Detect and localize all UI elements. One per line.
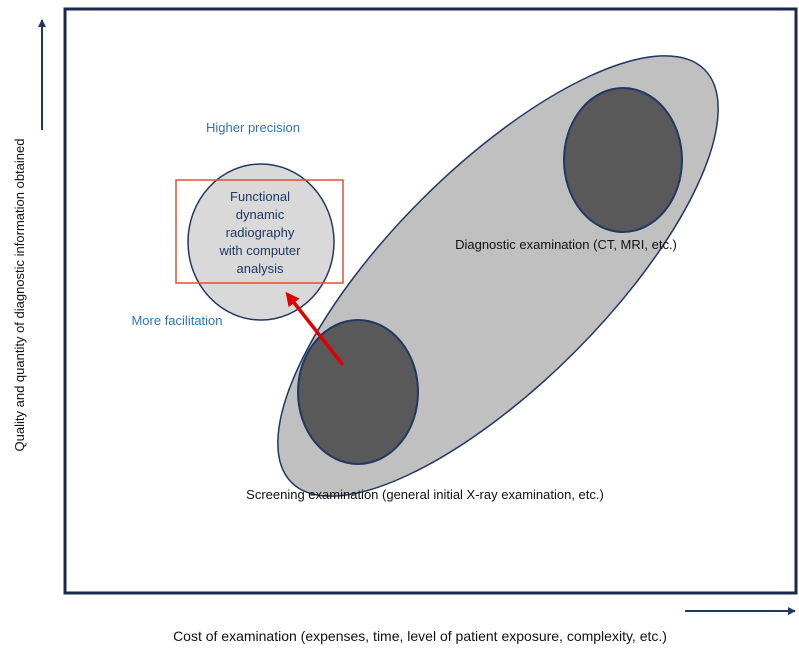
diagnostic-label: Diagnostic examination (CT, MRI, etc.) (455, 237, 677, 252)
functional-line: analysis (237, 261, 284, 276)
higher-precision: Higher precision (206, 120, 300, 135)
frame (63, 7, 798, 595)
red-arrow (285, 291, 345, 367)
functional-line: radiography (226, 225, 295, 240)
screening-label: Screening examination (general initial X… (246, 487, 604, 502)
functional-line: with computer (219, 243, 302, 258)
more-facilitation: More facilitation (131, 313, 222, 328)
highlight-box (175, 179, 344, 284)
x-label: Cost of examination (expenses, time, lev… (173, 628, 667, 644)
y-label: Quality and quantity of diagnostic infor… (12, 139, 27, 452)
diagnostic-circle (563, 87, 683, 233)
screening-circle (297, 319, 419, 465)
functional-line: Functional (230, 189, 290, 204)
functional-ellipse (187, 163, 335, 321)
functional-line: dynamic (236, 207, 285, 222)
